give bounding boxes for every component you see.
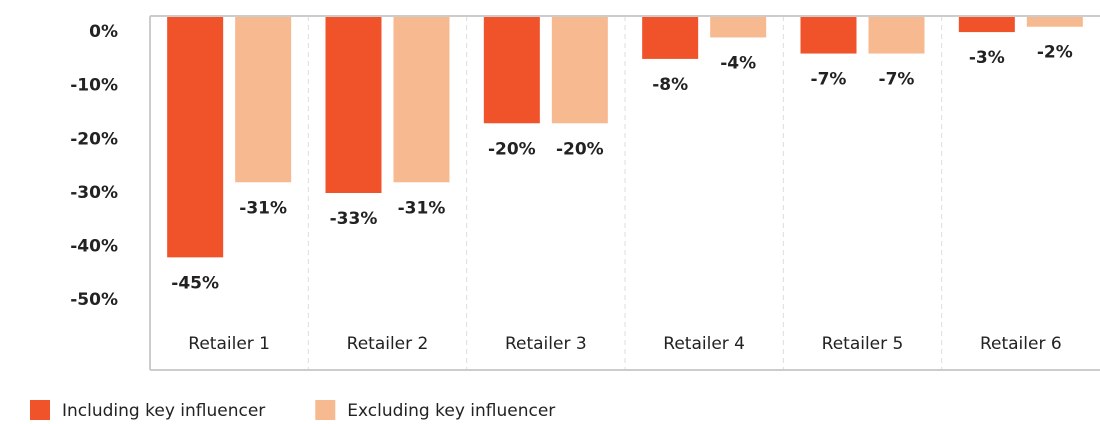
y-tick-label: 0% — [89, 22, 118, 42]
data-label: -8% — [652, 75, 688, 95]
data-label: -20% — [488, 139, 536, 159]
data-label: -7% — [811, 70, 847, 90]
bar — [800, 16, 857, 54]
data-label: -20% — [556, 139, 604, 159]
data-label: -31% — [398, 198, 446, 218]
bar — [642, 16, 699, 59]
data-label: -33% — [330, 209, 378, 229]
x-tick-label: Retailer 5 — [822, 334, 904, 354]
x-tick-label: Retailer 3 — [505, 334, 587, 354]
data-label: -3% — [969, 48, 1005, 68]
bar — [325, 16, 382, 193]
x-tick-label: Retailer 2 — [347, 334, 429, 354]
data-label: -45% — [171, 273, 219, 293]
legend-swatch — [315, 400, 336, 420]
legend-label: Including key influencer — [62, 401, 265, 421]
bar — [393, 16, 450, 183]
y-tick-label: -30% — [70, 183, 118, 203]
legend-label: Excluding key influencer — [347, 401, 555, 421]
bar — [167, 16, 224, 258]
bar — [958, 16, 1015, 33]
y-tick-label: -50% — [70, 290, 118, 310]
y-tick-label: -40% — [70, 237, 118, 257]
x-tick-label: Retailer 4 — [663, 334, 745, 354]
bar — [868, 16, 925, 54]
bar — [1026, 16, 1083, 27]
x-tick-label: Retailer 6 — [980, 334, 1062, 354]
data-label: -7% — [879, 70, 915, 90]
data-label: -2% — [1037, 43, 1073, 63]
y-tick-label: -20% — [70, 129, 118, 149]
bar — [710, 16, 767, 38]
legend-swatch — [30, 400, 50, 420]
x-tick-label: Retailer 1 — [188, 334, 270, 354]
bar — [483, 16, 540, 124]
y-tick-label: -10% — [70, 76, 118, 96]
data-label: -4% — [720, 53, 756, 73]
bar — [235, 16, 292, 183]
data-label: -31% — [239, 198, 287, 218]
bar — [551, 16, 608, 124]
